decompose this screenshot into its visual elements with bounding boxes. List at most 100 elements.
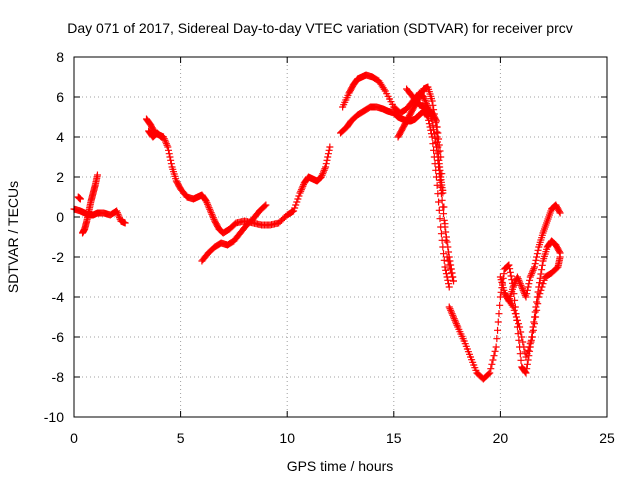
data-point (496, 301, 504, 309)
data-point (449, 313, 457, 321)
data-point (510, 281, 518, 289)
data-point (513, 273, 521, 281)
data-point (261, 202, 269, 210)
y-tick-label: 2 (56, 169, 64, 185)
data-point (442, 266, 450, 274)
data-point (442, 228, 450, 236)
data-point (434, 129, 442, 137)
data-point (322, 163, 330, 171)
data-point (163, 141, 171, 149)
data-point (208, 210, 216, 218)
data-point (438, 170, 446, 178)
data-point (489, 356, 497, 364)
data-point (534, 246, 542, 254)
data-point (162, 140, 170, 148)
data-point (204, 202, 212, 210)
data-point (113, 207, 121, 215)
data-point (529, 266, 537, 274)
data-point (514, 275, 522, 283)
data-point (380, 85, 388, 93)
data-point (540, 276, 548, 284)
data-point (438, 196, 446, 204)
data-point (445, 303, 453, 311)
data-point (428, 97, 436, 105)
data-point (210, 215, 218, 223)
data-point (506, 268, 514, 276)
data-point (435, 206, 443, 214)
data-point (205, 204, 213, 212)
data-point (443, 253, 451, 261)
y-tick-label: -6 (52, 329, 65, 345)
data-point (324, 153, 332, 161)
data-point (535, 293, 543, 301)
data-point (530, 265, 538, 273)
data-point (93, 171, 101, 179)
data-point (297, 186, 305, 194)
data-point (115, 212, 123, 220)
data-point (445, 280, 453, 288)
y-tick-label: -4 (52, 289, 65, 305)
data-point (521, 291, 529, 299)
data-point (292, 201, 300, 209)
data-point (326, 143, 334, 151)
data-point (322, 160, 330, 168)
data-point (533, 253, 541, 261)
data-point (527, 336, 535, 344)
y-tick-label: 6 (56, 89, 64, 105)
data-point (494, 318, 502, 326)
data-point (528, 333, 536, 341)
data-point (295, 192, 303, 200)
data-point (556, 253, 564, 261)
data-points (70, 71, 564, 383)
data-point (524, 346, 532, 354)
y-tick-label: -10 (44, 409, 64, 425)
data-point (324, 150, 332, 158)
data-point (436, 215, 444, 223)
data-point (506, 265, 514, 273)
data-point (496, 293, 504, 301)
data-point (204, 200, 212, 208)
data-point (555, 248, 563, 256)
data-point (433, 123, 441, 131)
data-point (447, 306, 455, 314)
data-point (492, 343, 500, 351)
y-tick-label: 4 (56, 129, 64, 145)
data-point (509, 303, 517, 311)
data-point (161, 136, 169, 144)
data-point (448, 273, 456, 281)
data-point (532, 303, 540, 311)
data-point (529, 326, 537, 334)
data-point (442, 270, 450, 278)
data-point (539, 280, 547, 288)
data-point (319, 168, 327, 176)
data-point (535, 279, 543, 287)
data-point (449, 277, 457, 285)
data-point (555, 208, 563, 216)
data-point (442, 236, 450, 244)
chart-title: Day 071 of 2017, Sidereal Day-to-day VTE… (67, 20, 573, 36)
data-point (207, 209, 215, 217)
data-point (437, 153, 445, 161)
y-tick-label: -8 (52, 369, 65, 385)
data-point (450, 315, 458, 323)
data-point (556, 209, 564, 217)
data-point (523, 360, 531, 368)
data-point (121, 219, 129, 227)
data-point (538, 266, 546, 274)
data-point (321, 165, 329, 173)
data-point (527, 271, 535, 279)
data-point (440, 250, 448, 258)
data-point (439, 186, 447, 194)
data-point (532, 313, 540, 321)
data-point (495, 310, 503, 318)
data-point (515, 276, 523, 284)
data-point (516, 278, 524, 286)
data-point (453, 321, 461, 329)
data-point (486, 369, 494, 377)
data-point (523, 286, 531, 294)
data-point (525, 280, 533, 288)
data-point (487, 365, 495, 373)
data-point (167, 156, 175, 164)
data-point (526, 340, 534, 348)
data-point (517, 281, 525, 289)
